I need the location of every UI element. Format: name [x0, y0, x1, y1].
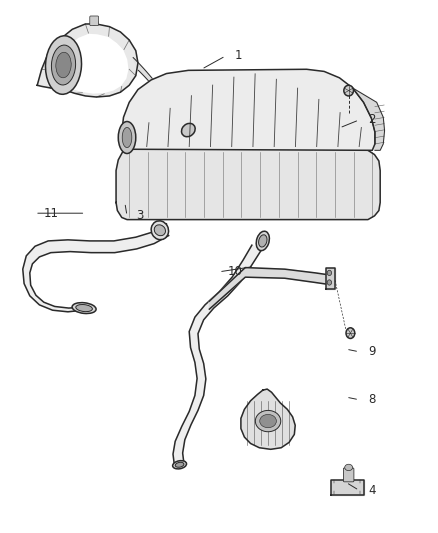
Ellipse shape — [90, 20, 98, 25]
Text: 2: 2 — [368, 114, 375, 126]
Ellipse shape — [344, 85, 353, 96]
Ellipse shape — [122, 127, 132, 148]
Polygon shape — [133, 58, 191, 134]
Polygon shape — [331, 480, 364, 495]
Ellipse shape — [173, 461, 187, 469]
FancyBboxPatch shape — [343, 468, 354, 482]
Polygon shape — [37, 24, 138, 97]
Polygon shape — [353, 88, 385, 150]
Ellipse shape — [255, 410, 281, 432]
Polygon shape — [209, 268, 326, 309]
Ellipse shape — [256, 231, 269, 251]
Text: 1: 1 — [234, 50, 242, 62]
Ellipse shape — [76, 304, 92, 312]
Ellipse shape — [346, 328, 355, 338]
Text: 9: 9 — [368, 345, 375, 358]
Text: 8: 8 — [368, 393, 375, 406]
FancyBboxPatch shape — [90, 16, 99, 26]
Polygon shape — [23, 224, 169, 312]
Text: 3: 3 — [136, 209, 143, 222]
Polygon shape — [122, 69, 375, 150]
Circle shape — [327, 270, 332, 276]
Ellipse shape — [118, 122, 136, 154]
Ellipse shape — [260, 415, 276, 427]
Ellipse shape — [175, 462, 184, 467]
Ellipse shape — [56, 52, 71, 78]
Ellipse shape — [345, 464, 353, 471]
Ellipse shape — [154, 225, 166, 236]
Polygon shape — [173, 245, 261, 465]
Ellipse shape — [51, 45, 76, 85]
Ellipse shape — [151, 221, 169, 240]
Ellipse shape — [72, 303, 96, 313]
Ellipse shape — [181, 123, 195, 137]
Text: 11: 11 — [44, 207, 59, 220]
Circle shape — [327, 280, 332, 285]
Ellipse shape — [46, 36, 81, 94]
Ellipse shape — [258, 235, 267, 247]
Text: 4: 4 — [368, 484, 375, 497]
Polygon shape — [241, 389, 295, 449]
Polygon shape — [326, 268, 335, 289]
Text: 10: 10 — [228, 265, 243, 278]
Polygon shape — [116, 149, 380, 220]
